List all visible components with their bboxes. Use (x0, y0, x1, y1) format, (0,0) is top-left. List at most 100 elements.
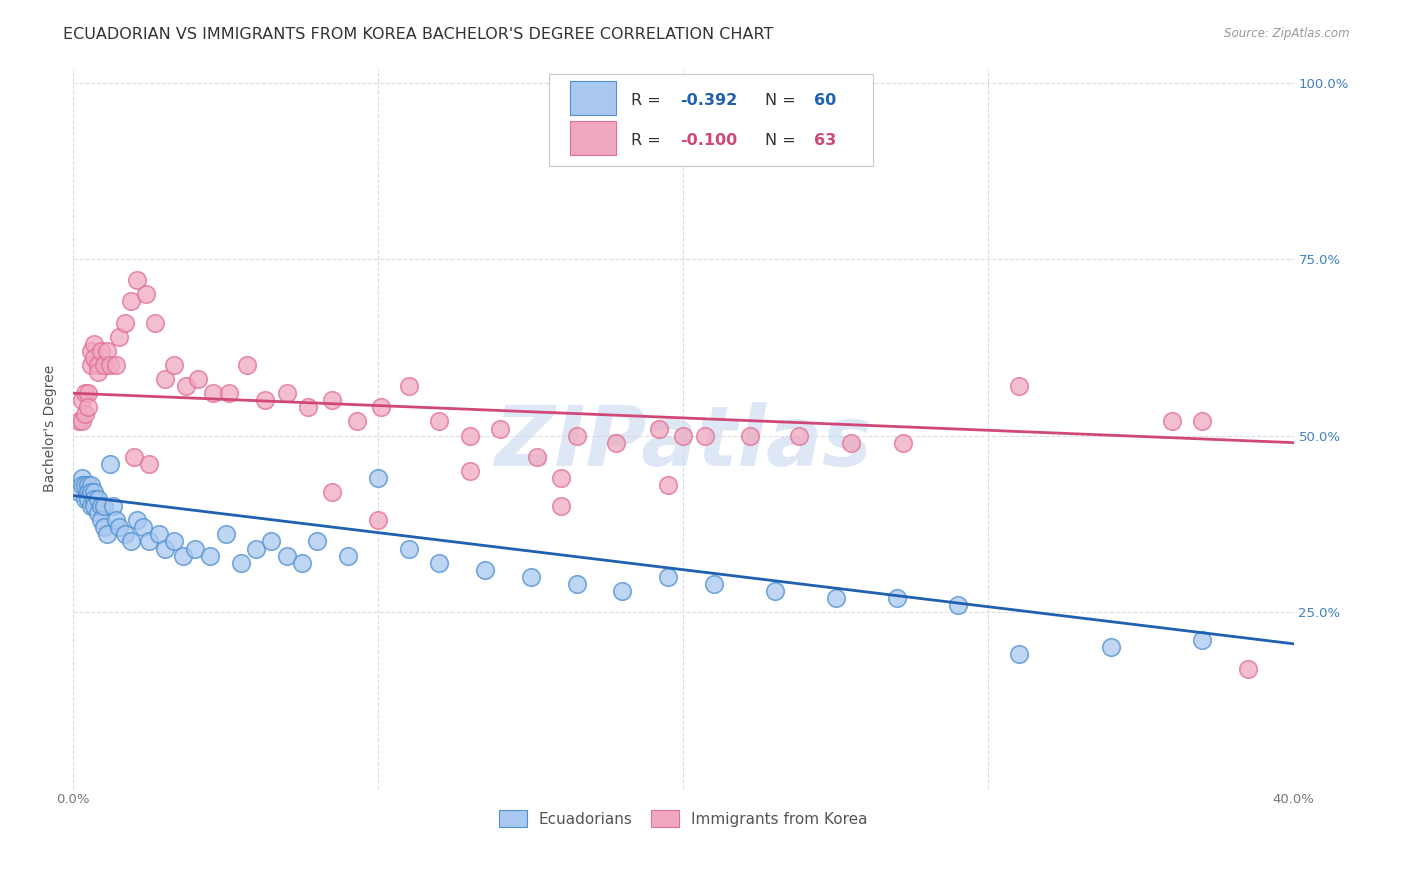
Point (1160, 414, 1182, 428)
Point (612, 583, 634, 598)
Point (120, 534, 142, 549)
Point (122, 450, 145, 464)
Text: -0.392: -0.392 (679, 94, 737, 109)
Point (370, 401, 392, 415)
Point (70, 414, 93, 428)
Point (135, 287, 157, 301)
Point (229, 556, 252, 570)
Point (153, 541, 176, 556)
Point (77, 485, 100, 500)
Point (83, 336, 105, 351)
Point (214, 527, 236, 541)
Text: ZIPatlas: ZIPatlas (495, 402, 872, 483)
Point (93, 499, 115, 513)
Point (550, 499, 572, 513)
Point (565, 428, 588, 442)
Point (1191, 414, 1213, 428)
Point (1099, 640, 1122, 655)
Point (550, 471, 572, 485)
Point (200, 549, 222, 563)
Point (96, 527, 118, 541)
Text: R =: R = (631, 94, 665, 109)
Point (891, 435, 914, 450)
Legend: Ecuadorians, Immigrants from Korea: Ecuadorians, Immigrants from Korea (492, 802, 875, 835)
Point (67, 414, 90, 428)
Point (75, 478, 97, 492)
Point (120, 294, 142, 309)
Point (138, 457, 160, 471)
Text: R =: R = (631, 134, 665, 148)
Point (90, 499, 112, 513)
Point (114, 527, 136, 541)
Y-axis label: Bachelor's Degree: Bachelor's Degree (44, 365, 58, 492)
Point (297, 401, 319, 415)
Point (172, 549, 194, 563)
Point (93, 358, 115, 372)
Point (77, 478, 100, 492)
Point (427, 556, 450, 570)
Point (787, 428, 810, 442)
Point (474, 563, 496, 577)
Point (86, 492, 108, 507)
Point (307, 534, 329, 549)
Point (108, 330, 131, 344)
Point (70, 393, 93, 408)
Point (839, 435, 862, 450)
Point (163, 534, 186, 549)
Point (80, 343, 103, 358)
Point (163, 358, 186, 372)
Point (83, 499, 105, 513)
Point (427, 414, 450, 428)
Point (218, 386, 240, 401)
Point (565, 577, 588, 591)
Point (367, 471, 389, 485)
Point (104, 513, 127, 527)
Point (276, 549, 298, 563)
Point (321, 485, 343, 500)
FancyBboxPatch shape (569, 120, 616, 155)
Point (657, 570, 679, 584)
Point (75, 386, 97, 401)
Point (86, 358, 108, 372)
Point (346, 414, 368, 428)
Point (1191, 633, 1213, 648)
Point (127, 273, 149, 287)
Point (1008, 648, 1031, 662)
Point (75, 492, 97, 507)
Point (145, 316, 167, 330)
Text: ECUADORIAN VS IMMIGRANTS FROM KOREA BACHELOR'S DEGREE CORRELATION CHART: ECUADORIAN VS IMMIGRANTS FROM KOREA BACH… (63, 27, 773, 42)
Point (946, 598, 969, 612)
Point (1236, 661, 1258, 675)
Point (98, 358, 121, 372)
Point (83, 351, 105, 365)
Point (184, 541, 207, 556)
Point (83, 492, 105, 507)
Point (75, 408, 97, 422)
Point (236, 358, 259, 372)
Point (86, 365, 108, 379)
Point (763, 583, 786, 598)
Point (174, 379, 197, 393)
Point (80, 358, 103, 372)
Point (367, 513, 389, 527)
Point (276, 386, 298, 401)
Point (605, 435, 627, 450)
Point (458, 428, 481, 442)
Point (886, 591, 908, 605)
Point (77, 386, 100, 401)
Point (520, 570, 543, 584)
Text: -0.100: -0.100 (679, 134, 737, 148)
Point (148, 527, 170, 541)
FancyBboxPatch shape (569, 81, 616, 115)
Point (90, 513, 112, 527)
Text: 63: 63 (814, 134, 837, 148)
FancyBboxPatch shape (550, 73, 873, 166)
Point (398, 541, 420, 556)
Point (104, 358, 127, 372)
Text: N =: N = (765, 94, 801, 109)
Point (703, 577, 725, 591)
Point (187, 372, 209, 386)
Point (153, 372, 176, 386)
Point (398, 379, 420, 393)
Text: 60: 60 (814, 94, 837, 109)
